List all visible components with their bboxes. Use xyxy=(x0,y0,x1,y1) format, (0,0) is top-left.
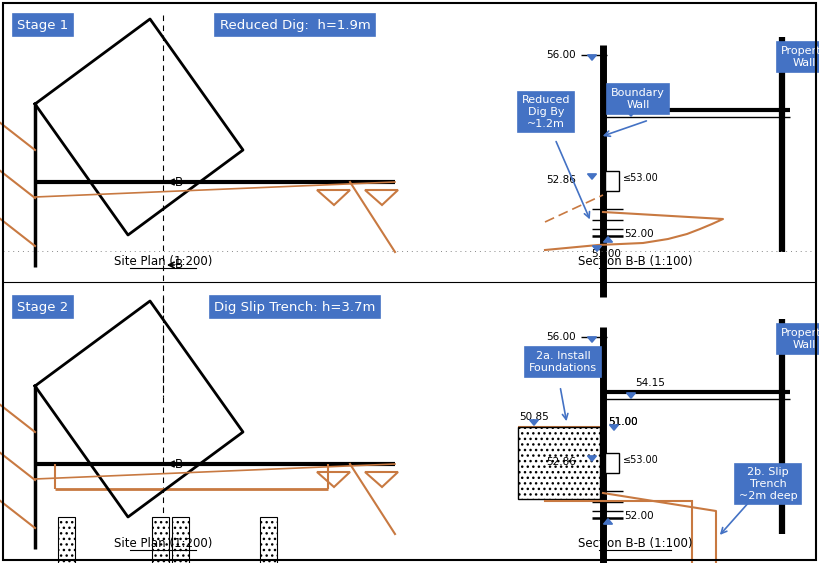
Text: 52.00: 52.00 xyxy=(624,511,654,521)
Text: Stage 1: Stage 1 xyxy=(17,19,69,32)
Text: 2a. Install
Foundations: 2a. Install Foundations xyxy=(529,351,597,373)
Bar xyxy=(152,517,169,563)
Bar xyxy=(605,453,619,473)
Polygon shape xyxy=(587,456,596,461)
Bar xyxy=(518,427,600,499)
Text: Property
Wall: Property Wall xyxy=(781,46,819,68)
Polygon shape xyxy=(627,111,636,116)
Bar xyxy=(172,517,189,563)
Text: Property
Wall: Property Wall xyxy=(781,328,819,350)
Text: Reduced
Dig By
~1.2m: Reduced Dig By ~1.2m xyxy=(522,95,570,128)
Text: B: B xyxy=(175,458,183,471)
Text: Site Plan (1:200): Site Plan (1:200) xyxy=(114,538,212,551)
Polygon shape xyxy=(587,337,596,342)
Text: 52.86: 52.86 xyxy=(546,457,576,467)
Text: 51:00: 51:00 xyxy=(591,249,621,259)
Polygon shape xyxy=(530,420,539,425)
Polygon shape xyxy=(604,519,613,524)
Polygon shape xyxy=(592,246,601,251)
Polygon shape xyxy=(609,425,618,430)
Text: Reduced Dig:  h=1.9m: Reduced Dig: h=1.9m xyxy=(219,19,370,32)
Text: ≤53.00: ≤53.00 xyxy=(623,455,658,465)
Bar xyxy=(605,171,619,191)
Polygon shape xyxy=(604,237,613,242)
Text: 51.00: 51.00 xyxy=(608,417,638,427)
Text: 56.00: 56.00 xyxy=(546,50,576,60)
Text: 56.00: 56.00 xyxy=(546,332,576,342)
Text: Section B-B (1:100): Section B-B (1:100) xyxy=(577,256,692,269)
Polygon shape xyxy=(587,55,596,60)
Text: Boundary
Wall: Boundary Wall xyxy=(611,88,665,110)
Text: ≤53.00: ≤53.00 xyxy=(623,173,658,183)
Bar xyxy=(58,517,75,563)
Text: 2b. Slip
Trench
~2m deep: 2b. Slip Trench ~2m deep xyxy=(739,467,798,501)
Text: 54.15: 54.15 xyxy=(635,378,665,388)
Text: B: B xyxy=(175,176,183,189)
Text: Dig Slip Trench: h=3.7m: Dig Slip Trench: h=3.7m xyxy=(215,301,376,314)
Bar xyxy=(260,517,277,563)
Text: 50.85: 50.85 xyxy=(519,412,549,422)
Text: Stage 2: Stage 2 xyxy=(17,301,69,314)
Text: 52.00: 52.00 xyxy=(624,229,654,239)
Polygon shape xyxy=(587,174,596,179)
Text: B: B xyxy=(175,258,183,271)
Text: 52.86: 52.86 xyxy=(546,175,576,185)
Text: 54.15: 54.15 xyxy=(635,96,665,106)
Text: 51.00: 51.00 xyxy=(608,417,638,427)
Text: Section B-B (1:100): Section B-B (1:100) xyxy=(577,538,692,551)
Polygon shape xyxy=(627,393,636,398)
Text: Site Plan (1:200): Site Plan (1:200) xyxy=(114,256,212,269)
